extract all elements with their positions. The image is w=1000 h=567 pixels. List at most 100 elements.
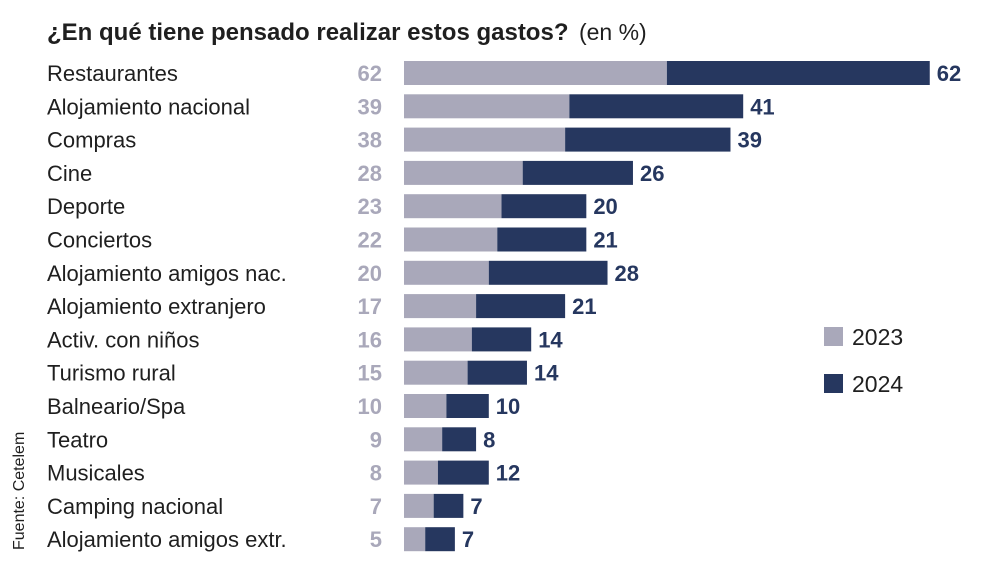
category-label: Alojamiento nacional [47,94,250,119]
bar-row: Activ. con niños 16 14 [47,327,563,352]
bar-2024 [471,327,532,352]
category-label: Alojamiento amigos nac. [47,261,287,286]
category-label: Restaurantes [47,61,178,86]
bar-2023 [404,394,447,418]
legend-label-2024: 2024 [852,371,903,397]
bar-2023 [404,427,443,452]
bar-2023 [404,294,477,319]
value-label-2023: 20 [358,261,382,286]
value-label-2024: 12 [496,461,520,486]
category-label: Compras [47,128,136,153]
chart-title-unit: (en %) [579,19,647,45]
bar-2024 [442,427,477,452]
bar-2023 [404,327,472,352]
value-label-2023: 22 [358,228,382,253]
bar-2024 [501,194,587,219]
category-label: Turismo rural [47,361,176,386]
bar-2024 [488,260,608,285]
bar-2024 [565,127,731,152]
bar-2023 [404,94,570,119]
legend-swatch-2024 [824,374,843,393]
category-label: Camping nacional [47,494,223,519]
bar-row: Restaurantes 62 62 [47,61,961,86]
bar-row: Deporte 23 20 [47,194,618,219]
value-label-2023: 16 [358,327,382,352]
value-label-2024: 21 [572,294,596,319]
value-label-2023: 15 [358,361,382,386]
value-label-2023: 38 [358,128,382,153]
value-label-2024: 21 [593,228,617,253]
bar-2023 [404,460,438,485]
value-label-2024: 10 [496,394,520,419]
chart-title-main: ¿En qué tiene pensado realizar estos gas… [47,19,568,46]
value-label-2024: 7 [470,494,482,519]
bar-2023 [404,527,426,552]
bar-2024 [569,94,744,119]
value-label-2024: 28 [615,261,639,286]
value-label-2024: 39 [737,128,761,153]
bar-2024 [467,360,527,385]
bar-row: Balneario/Spa 10 10 [47,394,520,419]
category-label: Teatro [47,427,108,452]
bar-2023 [404,227,498,252]
bar-2023 [404,160,523,185]
bars-group: Restaurantes 62 62 Alojamiento nacional 39 41… [47,61,961,552]
bar-2023 [404,194,502,219]
value-label-2023: 9 [370,427,382,452]
value-label-2024: 20 [593,194,617,219]
value-label-2023: 39 [358,94,382,119]
bar-2024 [476,294,566,319]
bar-row: Camping nacional 7 7 [47,493,483,519]
value-label-2024: 41 [750,94,774,119]
bar-row: Musicales 8 12 [47,460,520,486]
value-label-2023: 17 [358,294,382,319]
bar-2024 [425,527,455,552]
bar-row: Alojamiento nacional 39 41 [47,94,775,119]
category-label: Deporte [47,194,125,219]
bar-2023 [404,61,667,85]
value-label-2023: 62 [358,61,382,86]
bar-row: Compras 38 39 [47,127,762,153]
bar-row: Conciertos 22 21 [47,227,618,253]
bar-row: Teatro 9 8 [47,427,495,452]
category-label: Conciertos [47,228,152,253]
bar-row: Alojamiento amigos nac. 20 28 [47,260,639,286]
bar-2023 [404,260,489,285]
value-label-2023: 28 [358,161,382,186]
value-label-2023: 8 [370,461,382,486]
bar-2024 [666,61,930,85]
value-label-2023: 10 [358,394,382,419]
value-label-2024: 26 [640,161,664,186]
category-label: Balneario/Spa [47,394,186,419]
value-label-2024: 14 [538,327,563,352]
bar-2024 [433,493,464,518]
value-label-2024: 14 [534,361,559,386]
source-note: Fuente: Cetelem [11,432,28,550]
legend-swatch-2023 [824,327,843,346]
legend-label-2023: 2023 [852,324,903,350]
category-label: Activ. con niños [47,327,199,352]
legend: 2023 2024 [824,324,903,397]
chart-title: ¿En qué tiene pensado realizar estos gas… [47,19,647,46]
bar-row: Cine 28 26 [47,160,664,186]
bar-row: Alojamiento extranjero 17 21 [47,294,597,319]
bar-2024 [522,160,633,185]
value-label-2023: 5 [370,527,382,552]
value-label-2023: 7 [370,494,382,519]
bar-2023 [404,127,566,152]
bar-2023 [404,493,434,518]
category-label: Musicales [47,461,145,486]
category-label: Alojamiento extranjero [47,294,266,319]
value-label-2024: 8 [483,427,495,452]
bar-row: Turismo rural 15 14 [47,360,559,386]
bar-2024 [497,227,587,252]
value-label-2023: 23 [358,194,382,219]
bar-row: Alojamiento amigos extr. 5 7 [47,527,474,552]
value-label-2024: 62 [937,61,961,86]
value-label-2024: 7 [462,527,474,552]
category-label: Alojamiento amigos extr. [47,527,287,552]
bar-2024 [446,394,489,418]
category-label: Cine [47,161,92,186]
bar-2024 [437,460,489,485]
